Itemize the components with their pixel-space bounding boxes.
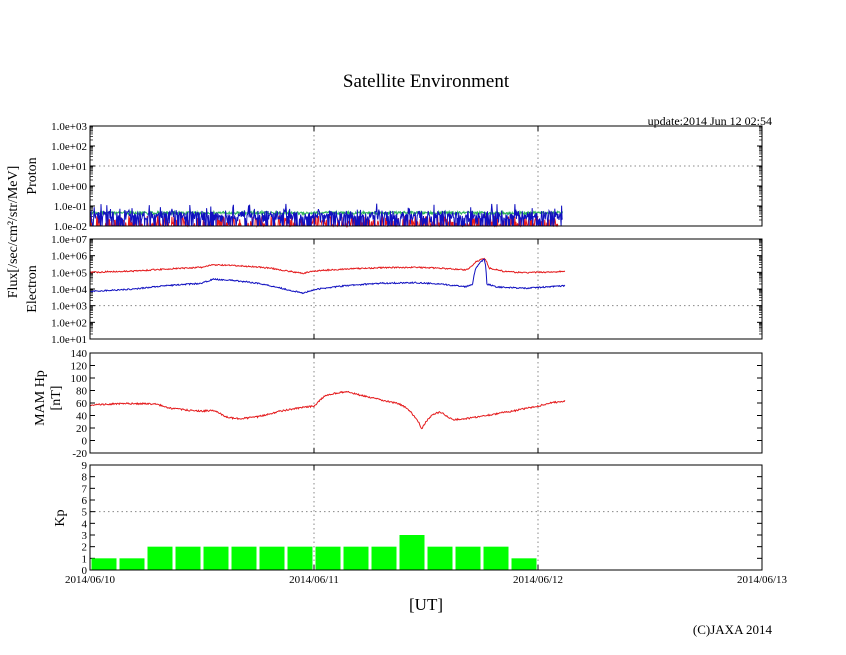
kp-bar <box>511 558 537 570</box>
electron-series-blue <box>89 258 566 295</box>
x-axis-label: [UT] <box>409 595 443 614</box>
proton-ytick-label: 1.0e+02 <box>51 141 87 153</box>
proton-ytick-label: 1.0e+01 <box>51 161 87 173</box>
proton-panel-frame <box>89 125 763 227</box>
shared-ylabel-flux: Flux[/sec/cm²/str/MeV] <box>6 166 21 299</box>
kp-bar <box>91 558 117 570</box>
kp-bar <box>343 546 369 570</box>
electron-ylabel: Electron <box>25 265 40 312</box>
kp-ytick-label: 4 <box>82 518 88 530</box>
kp-bar <box>371 546 397 570</box>
x-tick-label: 2014/06/13 <box>737 574 788 586</box>
hp-ytick-label: 60 <box>76 398 88 410</box>
x-tick-label: 2014/06/10 <box>65 574 116 586</box>
kp-panel-frame <box>89 464 763 571</box>
hp-ytick-label: 140 <box>71 348 88 360</box>
kp-bar <box>203 546 229 570</box>
hp-ylabel: MAM Hp <box>33 370 48 426</box>
hp-series-red <box>89 390 566 430</box>
kp-ylabel: Kp <box>53 509 68 526</box>
kp-bar <box>427 546 453 570</box>
proton-series-blue <box>89 203 563 227</box>
hp-ytick-label: 20 <box>76 423 88 435</box>
proton-ytick-label: 1.0e-02 <box>54 221 87 233</box>
hp-ylabel-unit: [nT] <box>49 386 64 411</box>
electron-ytick-label: 1.0e+02 <box>51 317 87 329</box>
kp-bar <box>455 546 481 570</box>
electron-ytick-label: 1.0e+04 <box>51 284 87 296</box>
kp-ytick-label: 9 <box>82 460 88 472</box>
kp-bar <box>483 546 509 570</box>
kp-bar <box>147 546 173 570</box>
kp-ytick-label: 1 <box>82 553 88 565</box>
chart-title: Satellite Environment <box>343 71 510 92</box>
electron-panel-frame <box>89 238 763 340</box>
hp-ytick-label: 80 <box>76 386 88 398</box>
kp-ytick-label: 5 <box>82 507 88 519</box>
kp-ytick-label: 8 <box>82 472 88 484</box>
kp-bar <box>119 558 145 570</box>
hp-ytick-label: 120 <box>71 361 88 373</box>
kp-ytick-label: 0 <box>82 565 88 577</box>
kp-bar <box>175 546 201 570</box>
hp-ytick-label: 40 <box>76 411 88 423</box>
electron-ytick-label: 1.0e+07 <box>51 234 87 246</box>
kp-bar <box>287 546 313 570</box>
electron-ytick-label: 1.0e+01 <box>51 334 87 346</box>
proton-ytick-label: 1.0e+00 <box>51 181 87 193</box>
proton-ytick-label: 1.0e+03 <box>51 121 87 133</box>
electron-ytick-label: 1.0e+06 <box>51 251 87 263</box>
kp-bar <box>399 535 425 570</box>
kp-bar <box>259 546 285 570</box>
hp-ytick-label: 0 <box>82 436 88 448</box>
electron-series-red <box>89 257 566 275</box>
hp-ytick-label: -20 <box>72 448 87 460</box>
hp-ytick-label: 100 <box>71 373 88 385</box>
hp-panel-frame <box>89 352 763 454</box>
electron-ytick-label: 1.0e+05 <box>51 267 87 279</box>
copyright: (C)JAXA 2014 <box>693 622 773 637</box>
electron-ytick-label: 1.0e+03 <box>51 301 87 313</box>
kp-ytick-label: 2 <box>82 542 88 554</box>
x-tick-label: 2014/06/12 <box>513 574 563 586</box>
update-timestamp: update:2014 Jun 12 02:54 <box>648 114 772 128</box>
kp-bar <box>231 546 257 570</box>
kp-ytick-label: 6 <box>82 495 88 507</box>
proton-ylabel: Proton <box>25 157 40 194</box>
kp-ytick-label: 7 <box>82 483 88 495</box>
kp-ytick-label: 3 <box>82 530 88 542</box>
x-tick-label: 2014/06/11 <box>289 574 339 586</box>
kp-bar <box>315 546 341 570</box>
proton-ytick-label: 1.0e-01 <box>54 201 87 213</box>
